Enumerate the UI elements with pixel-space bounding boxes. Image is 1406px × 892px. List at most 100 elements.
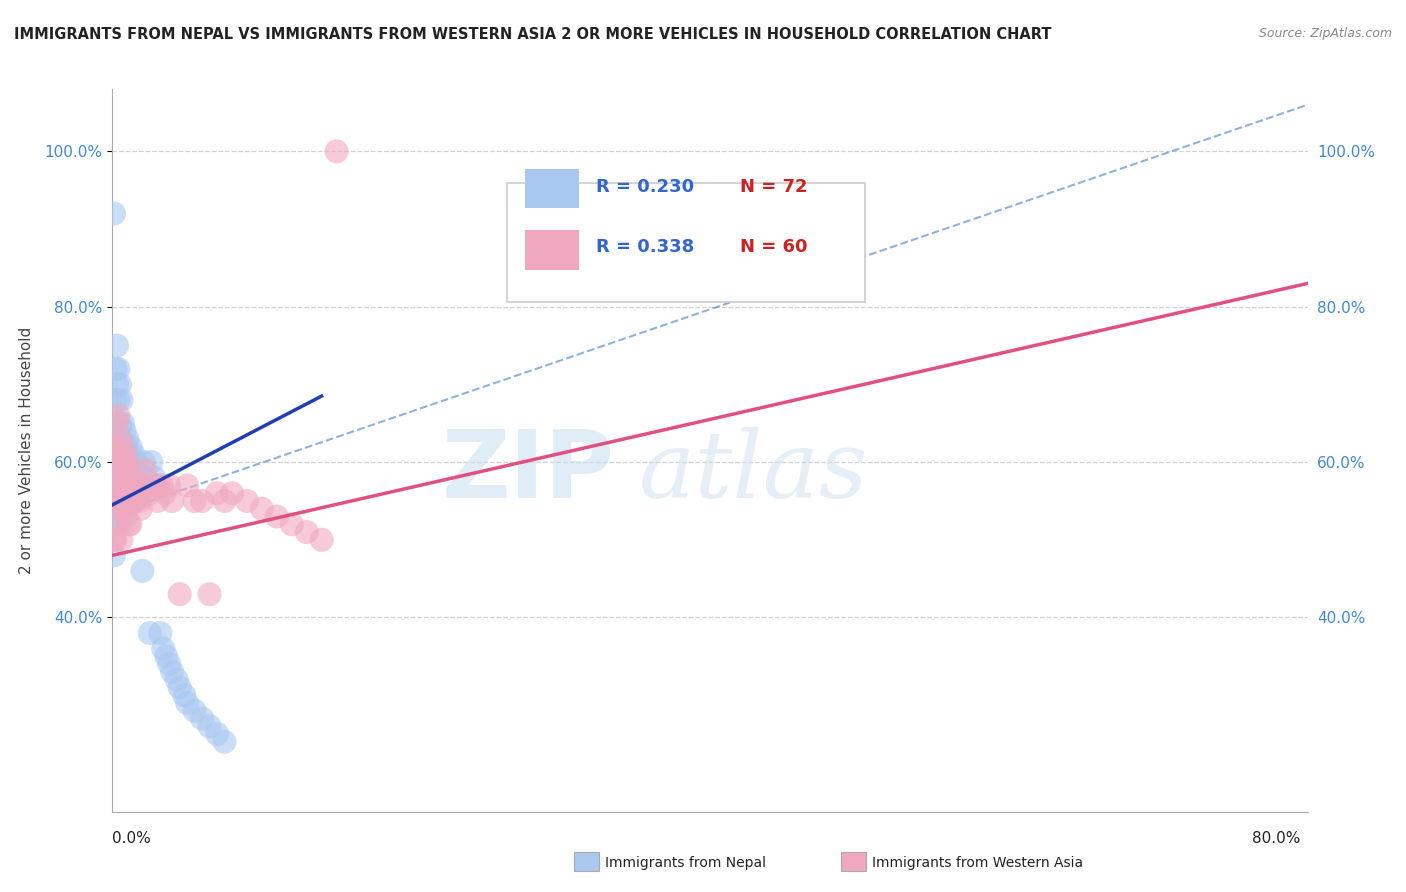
Point — [105, 377, 128, 392]
Point — [236, 494, 259, 508]
Point — [115, 440, 138, 454]
Text: R = 0.338: R = 0.338 — [596, 237, 695, 256]
Text: ZIP: ZIP — [441, 426, 614, 518]
Point — [110, 432, 132, 446]
Point — [183, 494, 205, 508]
Point — [117, 494, 139, 508]
Point — [124, 494, 146, 508]
Point — [118, 463, 141, 477]
Point — [104, 470, 127, 484]
FancyBboxPatch shape — [524, 230, 579, 269]
Point — [134, 463, 156, 477]
Point — [122, 447, 145, 461]
Point — [191, 494, 214, 508]
Point — [143, 470, 166, 484]
Point — [131, 564, 153, 578]
Point — [162, 665, 183, 679]
Point — [143, 478, 166, 492]
Point — [191, 711, 214, 725]
Point — [114, 501, 135, 516]
Point — [115, 509, 138, 524]
Point — [107, 486, 129, 500]
Point — [108, 432, 131, 446]
Text: 80.0%: 80.0% — [1253, 831, 1301, 846]
Point — [107, 392, 129, 407]
Point — [169, 587, 191, 601]
Point — [153, 486, 176, 500]
Point — [125, 455, 148, 469]
Point — [141, 455, 163, 469]
Point — [103, 494, 125, 508]
Point — [176, 696, 198, 710]
Point — [108, 455, 131, 469]
Point — [103, 549, 125, 563]
Point — [105, 470, 128, 484]
Point — [176, 478, 198, 492]
Point — [105, 338, 128, 352]
Point — [295, 524, 318, 539]
Point — [107, 486, 129, 500]
Point — [266, 509, 288, 524]
Point — [117, 432, 139, 446]
Point — [152, 641, 174, 656]
Point — [120, 517, 142, 532]
Point — [205, 727, 228, 741]
Point — [111, 417, 134, 431]
Point — [122, 478, 145, 492]
Point — [103, 206, 125, 220]
Point — [110, 470, 132, 484]
Point — [162, 494, 183, 508]
Point — [105, 417, 128, 431]
Point — [157, 478, 180, 492]
Point — [121, 486, 143, 500]
Point — [128, 478, 150, 492]
Point — [105, 417, 128, 431]
Point — [120, 470, 142, 484]
Point — [169, 681, 191, 695]
Point — [115, 494, 138, 508]
Point — [120, 470, 142, 484]
Text: R = 0.230: R = 0.230 — [596, 178, 695, 195]
Point — [155, 649, 177, 664]
Point — [134, 470, 156, 484]
Text: Immigrants from Nepal: Immigrants from Nepal — [605, 855, 766, 870]
Point — [214, 494, 236, 508]
Point — [114, 455, 135, 469]
Text: 0.0%: 0.0% — [112, 831, 152, 846]
Point — [127, 486, 149, 500]
Text: Source: ZipAtlas.com: Source: ZipAtlas.com — [1258, 27, 1392, 40]
Point — [115, 470, 138, 484]
Point — [139, 486, 162, 500]
Point — [325, 145, 347, 159]
Point — [114, 486, 135, 500]
Point — [121, 455, 143, 469]
Point — [105, 455, 128, 469]
Point — [110, 392, 132, 407]
Point — [118, 478, 141, 492]
Point — [104, 362, 127, 376]
Point — [166, 673, 188, 687]
Point — [108, 517, 131, 532]
Point — [129, 501, 152, 516]
Point — [124, 494, 146, 508]
Point — [103, 486, 125, 500]
Point — [139, 626, 162, 640]
Point — [250, 501, 273, 516]
Point — [117, 455, 139, 469]
Text: atlas: atlas — [638, 427, 868, 517]
Point — [104, 440, 127, 454]
Point — [111, 455, 134, 469]
Point — [114, 463, 135, 477]
Point — [132, 455, 155, 469]
Point — [104, 392, 127, 407]
Point — [150, 478, 173, 492]
Point — [103, 533, 125, 547]
Point — [146, 478, 169, 492]
Point — [173, 688, 195, 702]
Point — [107, 440, 129, 454]
Point — [129, 486, 152, 500]
Point — [128, 494, 150, 508]
FancyBboxPatch shape — [508, 183, 866, 302]
Point — [118, 517, 141, 532]
Point — [104, 432, 127, 446]
